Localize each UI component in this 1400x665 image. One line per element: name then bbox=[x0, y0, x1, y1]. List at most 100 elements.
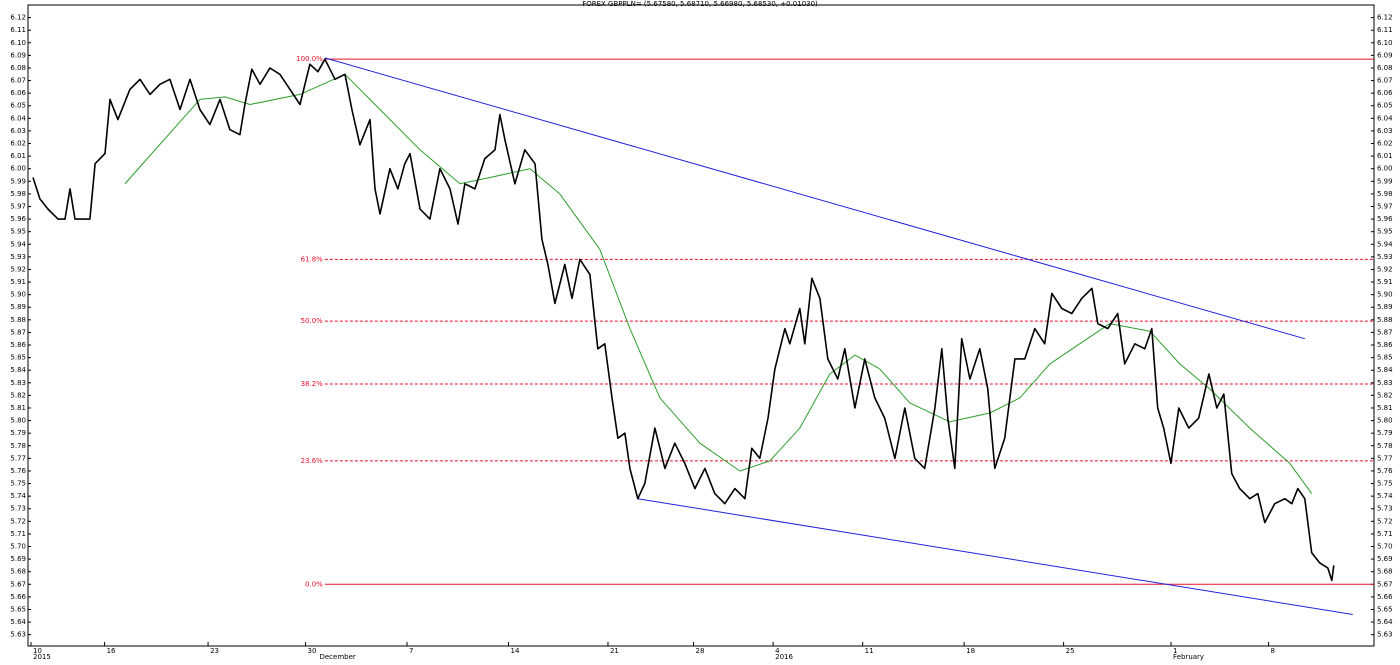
y-tick-label: 5.93 bbox=[1377, 253, 1393, 261]
y-tick-label: 5.80 bbox=[10, 417, 26, 425]
y-tick-label: 5.69 bbox=[1377, 555, 1393, 563]
y-tick-label: 5.75 bbox=[10, 480, 26, 488]
y-tick-label: 6.05 bbox=[10, 102, 26, 110]
y-tick-label: 5.81 bbox=[10, 404, 26, 412]
y-tick-label: 6.07 bbox=[1377, 77, 1393, 85]
y-tick-label: 5.85 bbox=[10, 354, 26, 362]
y-tick-label: 5.71 bbox=[1377, 530, 1393, 538]
y-tick-label: 5.63 bbox=[10, 631, 26, 639]
x-tick-label: 11 bbox=[865, 647, 874, 655]
y-tick-label: 5.67 bbox=[1377, 580, 1393, 588]
y-tick-label: 5.97 bbox=[10, 202, 26, 210]
y-tick-label: 5.66 bbox=[1377, 593, 1393, 601]
x-tick-label: 4 bbox=[775, 647, 780, 655]
y-tick-label: 6.03 bbox=[1377, 127, 1393, 135]
y-tick-label: 5.83 bbox=[10, 379, 26, 387]
y-tick-label: 6.05 bbox=[1377, 102, 1393, 110]
series-line bbox=[32, 58, 1335, 582]
y-tick-label: 5.96 bbox=[10, 215, 26, 223]
y-tick-label: 5.99 bbox=[10, 177, 26, 185]
y-tick-label: 5.76 bbox=[10, 467, 26, 475]
y-tick-label: 5.84 bbox=[10, 366, 26, 374]
y-tick-label: 5.69 bbox=[10, 555, 26, 563]
y-tick-label: 6.11 bbox=[10, 26, 26, 34]
y-tick-label: 5.90 bbox=[10, 291, 26, 299]
y-tick-label: 5.98 bbox=[10, 190, 26, 198]
y-tick-label: 5.93 bbox=[10, 253, 26, 261]
fib-level-label: 100.0% bbox=[296, 55, 323, 63]
y-tick-label: 5.87 bbox=[10, 328, 26, 336]
series-line bbox=[324, 57, 1305, 340]
x-tick-label: 10 bbox=[33, 647, 42, 655]
period-label: December bbox=[319, 653, 355, 661]
y-tick-label: 5.68 bbox=[10, 568, 26, 576]
y-tick-label: 5.73 bbox=[1377, 505, 1393, 513]
y-tick-label: 5.97 bbox=[1377, 202, 1393, 210]
y-tick-label: 6.07 bbox=[10, 77, 26, 85]
plot-frame bbox=[27, 4, 1375, 647]
y-tick-label: 5.74 bbox=[10, 492, 26, 500]
y-tick-label: 6.03 bbox=[10, 127, 26, 135]
chart-title: FOREX GBPPLN= (5.67580, 5.68710, 5.66980… bbox=[582, 0, 818, 8]
x-tick-label: 30 bbox=[308, 647, 317, 655]
period-label: 2016 bbox=[775, 653, 793, 661]
y-tick-label: 5.64 bbox=[10, 618, 26, 626]
y-tick-label: 5.76 bbox=[1377, 467, 1393, 475]
y-tick-label: 6.04 bbox=[1377, 114, 1393, 122]
y-tick-label: 5.96 bbox=[1377, 215, 1393, 223]
y-tick-label: 6.11 bbox=[1377, 26, 1393, 34]
y-tick-label: 5.81 bbox=[1377, 404, 1393, 412]
y-tick-label: 5.79 bbox=[10, 429, 26, 437]
y-tick-label: 6.06 bbox=[10, 89, 26, 97]
y-tick-label: 5.94 bbox=[10, 240, 26, 248]
y-tick-label: 5.70 bbox=[10, 543, 26, 551]
x-tick-label: 21 bbox=[610, 647, 619, 655]
y-tick-label: 5.91 bbox=[1377, 278, 1393, 286]
y-tick-label: 5.82 bbox=[1377, 391, 1393, 399]
y-tick-label: 6.08 bbox=[10, 64, 26, 72]
y-tick-label: 6.12 bbox=[1377, 14, 1393, 22]
y-tick-label: 5.85 bbox=[1377, 354, 1393, 362]
y-tick-label: 5.63 bbox=[1377, 631, 1393, 639]
y-tick-label: 5.86 bbox=[10, 341, 26, 349]
y-tick-label: 5.84 bbox=[1377, 366, 1393, 374]
y-tick-label: 5.72 bbox=[1377, 517, 1393, 525]
y-tick-label: 6.09 bbox=[1377, 51, 1393, 59]
y-tick-label: 6.10 bbox=[10, 39, 26, 47]
x-tick-label: 28 bbox=[696, 647, 705, 655]
fib-level-label: 38.2% bbox=[301, 380, 324, 388]
y-tick-label: 5.90 bbox=[1377, 291, 1393, 299]
y-tick-label: 5.78 bbox=[1377, 442, 1393, 450]
x-tick-label: 25 bbox=[1066, 647, 1075, 655]
y-tick-label: 5.73 bbox=[10, 505, 26, 513]
y-tick-label: 5.77 bbox=[10, 454, 26, 462]
y-tick-label: 5.80 bbox=[1377, 417, 1393, 425]
x-tick-label: 23 bbox=[210, 647, 219, 655]
y-tick-label: 5.89 bbox=[10, 303, 26, 311]
y-tick-label: 5.72 bbox=[10, 517, 26, 525]
y-tick-label: 5.99 bbox=[1377, 177, 1393, 185]
y-tick-label: 5.88 bbox=[1377, 316, 1393, 324]
y-tick-label: 5.88 bbox=[10, 316, 26, 324]
x-tick-label: 1 bbox=[1173, 647, 1177, 655]
y-tick-label: 6.00 bbox=[10, 165, 26, 173]
y-tick-label: 5.64 bbox=[1377, 618, 1393, 626]
fib-level-label: 23.6% bbox=[301, 457, 324, 465]
y-tick-label: 5.74 bbox=[1377, 492, 1393, 500]
y-tick-label: 6.01 bbox=[10, 152, 26, 160]
y-tick-label: 5.71 bbox=[10, 530, 26, 538]
fib-level-label: 50.0% bbox=[301, 317, 324, 325]
y-tick-label: 5.87 bbox=[1377, 328, 1393, 336]
y-tick-label: 6.06 bbox=[1377, 89, 1393, 97]
y-tick-label: 6.12 bbox=[10, 14, 26, 22]
y-tick-label: 5.75 bbox=[1377, 480, 1393, 488]
x-tick-label: 16 bbox=[107, 647, 116, 655]
y-tick-label: 5.65 bbox=[1377, 605, 1393, 613]
y-tick-label: 5.67 bbox=[10, 580, 26, 588]
series-line bbox=[637, 498, 1353, 615]
x-tick-label: 8 bbox=[1271, 647, 1275, 655]
series-line bbox=[124, 73, 1313, 494]
y-tick-label: 5.98 bbox=[1377, 190, 1393, 198]
y-tick-label: 6.08 bbox=[1377, 64, 1393, 72]
